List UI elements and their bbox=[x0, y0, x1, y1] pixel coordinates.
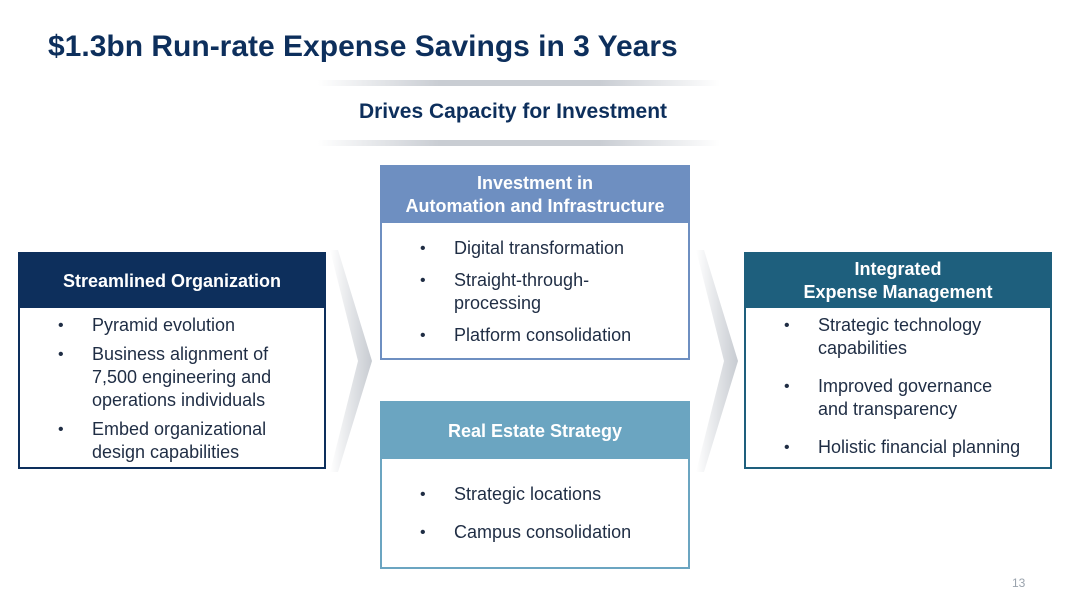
banner-divider-top bbox=[318, 80, 720, 86]
bullet-list: Digital transformation Straight-through-… bbox=[382, 223, 688, 347]
banner-divider-bottom bbox=[318, 140, 720, 146]
box-header: Real Estate Strategy bbox=[382, 403, 688, 459]
box-header: Streamlined Organization bbox=[20, 254, 324, 308]
box-header-line: Integrated bbox=[854, 259, 942, 279]
bullet-item: Improved governance and transparency bbox=[746, 375, 1050, 421]
integrated-expense-management-box: Integrated Expense Management Strategic … bbox=[744, 252, 1052, 469]
bullet-item: Pyramid evolution bbox=[20, 314, 324, 337]
bullet-item: Strategic locations bbox=[382, 483, 688, 506]
page-number: 13 bbox=[1012, 576, 1026, 590]
bullet-item: Embed organizational design capabilities bbox=[20, 418, 324, 464]
banner-text: Drives Capacity for Investment bbox=[358, 100, 668, 123]
bullet-list: Strategic technology capabilities Improv… bbox=[746, 308, 1050, 459]
bullet-item: Holistic financial planning bbox=[746, 436, 1050, 459]
bullet-item: Strategic technology capabilities bbox=[746, 314, 1050, 360]
bullet-list: Pyramid evolution Business alignment of … bbox=[20, 308, 324, 464]
bullet-item: Platform consolidation bbox=[382, 324, 688, 347]
box-header: Investment in Automation and Infrastruct… bbox=[382, 167, 688, 223]
chevron-right-icon bbox=[696, 250, 738, 472]
bullet-item: Business alignment of 7,500 engineering … bbox=[20, 343, 324, 412]
box-header-line: Automation and Infrastructure bbox=[405, 196, 665, 216]
box-header-line: Expense Management bbox=[803, 282, 993, 302]
chevron-right-icon bbox=[330, 250, 372, 472]
slide-title: $1.3bn Run-rate Expense Savings in 3 Yea… bbox=[48, 30, 678, 63]
bullet-item: Straight-through-processing bbox=[382, 269, 688, 315]
real-estate-strategy-box: Real Estate Strategy Strategic locations… bbox=[380, 401, 690, 569]
box-header: Integrated Expense Management bbox=[746, 254, 1050, 308]
bullet-list: Strategic locations Campus consolidation bbox=[382, 459, 688, 544]
bullet-item: Digital transformation bbox=[382, 237, 688, 260]
streamlined-organization-box: Streamlined Organization Pyramid evoluti… bbox=[18, 252, 326, 469]
box-header-line: Investment in bbox=[476, 173, 594, 193]
bullet-item: Campus consolidation bbox=[382, 521, 688, 544]
investment-automation-box: Investment in Automation and Infrastruct… bbox=[380, 165, 690, 360]
